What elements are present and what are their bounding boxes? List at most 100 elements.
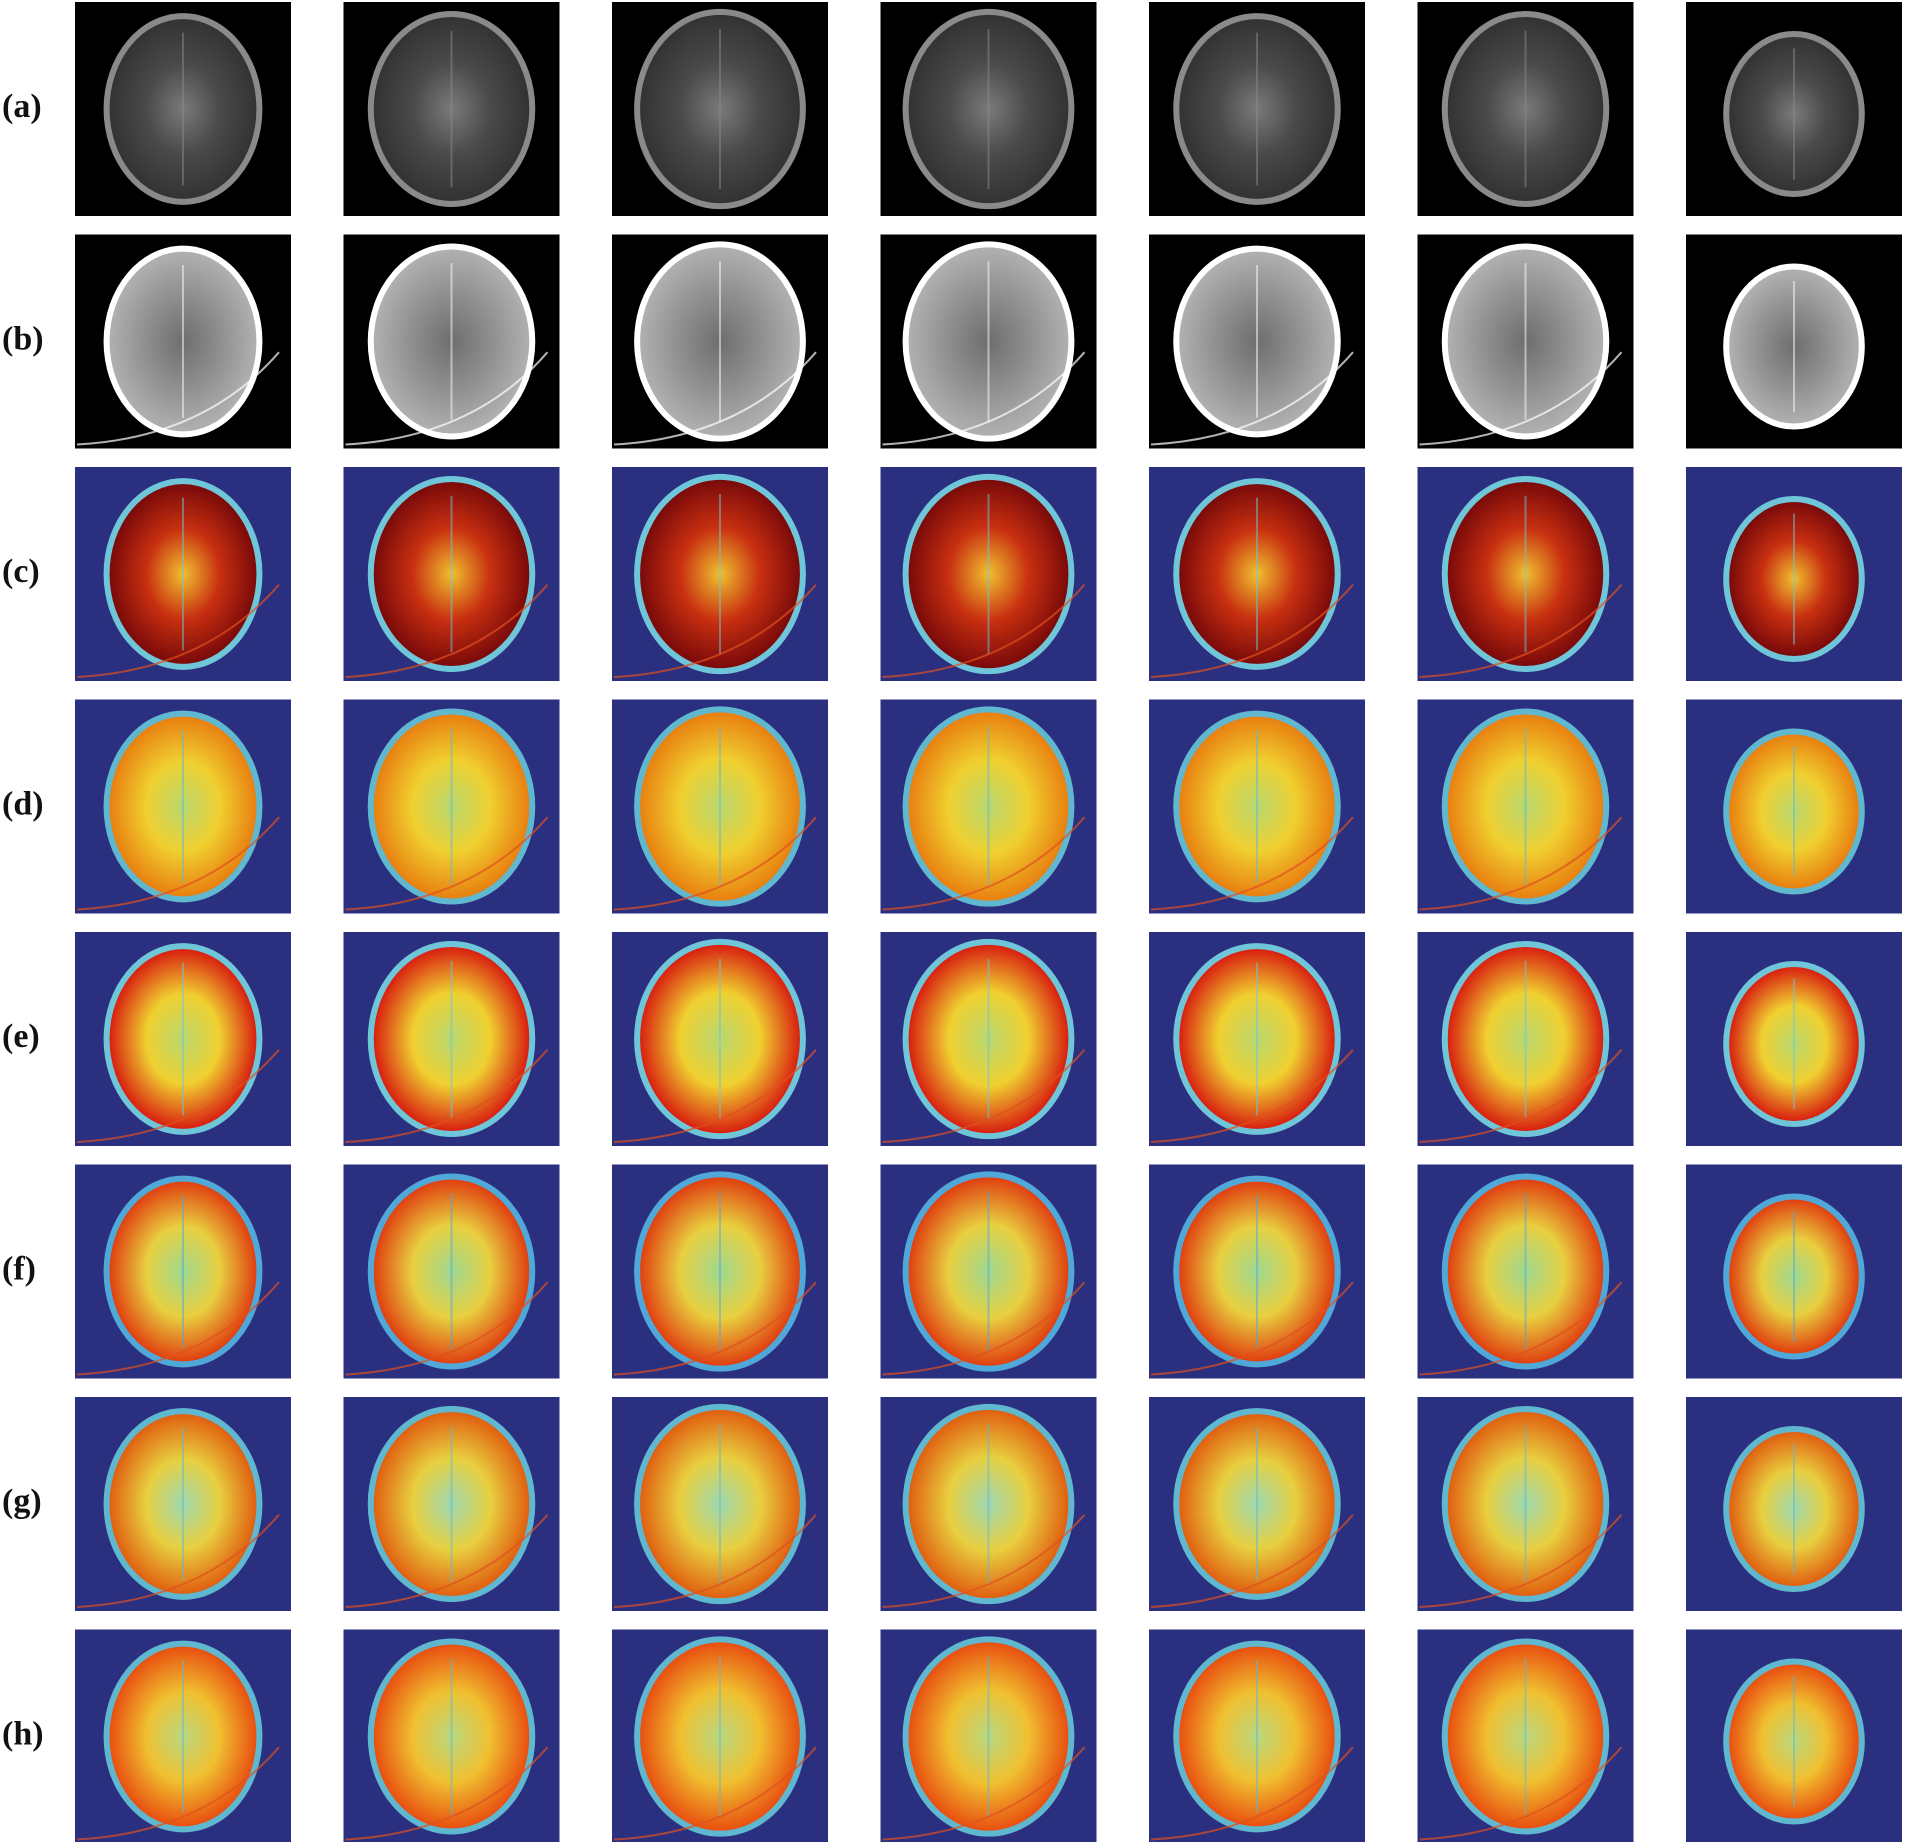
row-label: (b) [2, 320, 44, 357]
table-arc [1419, 1514, 1623, 1608]
table-arc [882, 1049, 1086, 1143]
image-tile [1149, 2, 1365, 216]
image-tile [75, 932, 291, 1146]
row-label: (c) [2, 553, 40, 590]
table-arc [1419, 1281, 1623, 1376]
image-tile [1417, 1397, 1634, 1611]
table-arc [1150, 816, 1354, 911]
image-tile [75, 699, 291, 914]
image-tile [612, 1397, 828, 1611]
image-tile [343, 932, 560, 1146]
image-tile [75, 234, 291, 449]
image-tile [1149, 234, 1365, 449]
image-tile [880, 467, 1097, 681]
table-arc [882, 351, 1086, 446]
image-tile [1149, 699, 1365, 914]
image-tile [343, 1629, 560, 1842]
table-arc [76, 816, 280, 911]
table-arc [613, 584, 817, 678]
image-tile [1149, 467, 1365, 681]
table-arc [1150, 351, 1354, 446]
image-tile [1417, 932, 1634, 1146]
table-arc [613, 351, 817, 446]
table-arc [1419, 584, 1623, 678]
table-arc [613, 1049, 817, 1143]
image-tile [880, 234, 1097, 449]
image-tile [1686, 932, 1902, 1146]
image-tile [880, 1164, 1097, 1379]
table-arc [1419, 1049, 1623, 1143]
table-arc [1419, 351, 1623, 446]
table-arc [345, 584, 549, 678]
table-arc [1419, 816, 1623, 911]
image-tile [343, 467, 560, 681]
table-arc [613, 1281, 817, 1376]
table-arc [345, 1514, 549, 1608]
image-tile [343, 699, 560, 914]
image-tile [612, 2, 828, 216]
table-arc [345, 816, 549, 911]
image-tile [75, 1629, 291, 1842]
image-tile [1686, 2, 1902, 216]
table-arc [1419, 1746, 1623, 1841]
image-tile [1149, 1397, 1365, 1611]
image-tile [612, 234, 828, 449]
image-tile [75, 1397, 291, 1611]
table-arc [76, 351, 280, 446]
table-arc [76, 1281, 280, 1376]
table-arc [882, 1281, 1086, 1376]
image-tile [880, 932, 1097, 1146]
image-tile [75, 1164, 291, 1379]
image-tile [1149, 1629, 1365, 1842]
image-tile [880, 1629, 1097, 1842]
table-arc [76, 584, 280, 678]
image-tile [612, 932, 828, 1146]
table-arc [76, 1746, 280, 1841]
image-tile [1417, 2, 1634, 216]
image-tile [612, 1164, 828, 1379]
image-tile [612, 467, 828, 681]
table-arc [1150, 1049, 1354, 1143]
table-arc [1150, 1281, 1354, 1376]
image-tile [1686, 234, 1902, 449]
image-tile [75, 2, 291, 216]
image-tile [1686, 467, 1902, 681]
image-tile [1686, 699, 1902, 914]
table-arc [882, 1514, 1086, 1608]
image-tile [343, 1397, 560, 1611]
image-tile [75, 467, 291, 681]
table-arc [345, 1746, 549, 1841]
table-arc [76, 1049, 280, 1143]
image-tile [1686, 1164, 1902, 1379]
image-tile [880, 1397, 1097, 1611]
row-label: (f) [2, 1250, 36, 1287]
row-label: (a) [2, 88, 42, 125]
row-label: (h) [2, 1715, 44, 1752]
image-tile [612, 1629, 828, 1842]
table-arc [76, 1514, 280, 1608]
image-tile [1149, 932, 1365, 1146]
image-tile [880, 2, 1097, 216]
table-arc [1150, 1514, 1354, 1608]
image-tile [880, 699, 1097, 914]
image-tile [343, 1164, 560, 1379]
table-arc [1150, 1746, 1354, 1841]
table-arc [345, 1281, 549, 1376]
table-arc [613, 816, 817, 911]
image-tile [1417, 234, 1634, 449]
row-label: (g) [2, 1483, 42, 1520]
image-tile [343, 234, 560, 449]
row-label: (e) [2, 1018, 40, 1055]
image-tile [1417, 1164, 1634, 1379]
table-arc [613, 1746, 817, 1841]
image-tile [1149, 1164, 1365, 1379]
table-arc [882, 1746, 1086, 1841]
image-tile [612, 699, 828, 914]
table-arc [882, 584, 1086, 678]
table-arc [345, 1049, 549, 1143]
table-arc [613, 1514, 817, 1608]
image-tile [1686, 1397, 1902, 1611]
image-tile [1417, 467, 1634, 681]
row-label: (d) [2, 785, 44, 822]
